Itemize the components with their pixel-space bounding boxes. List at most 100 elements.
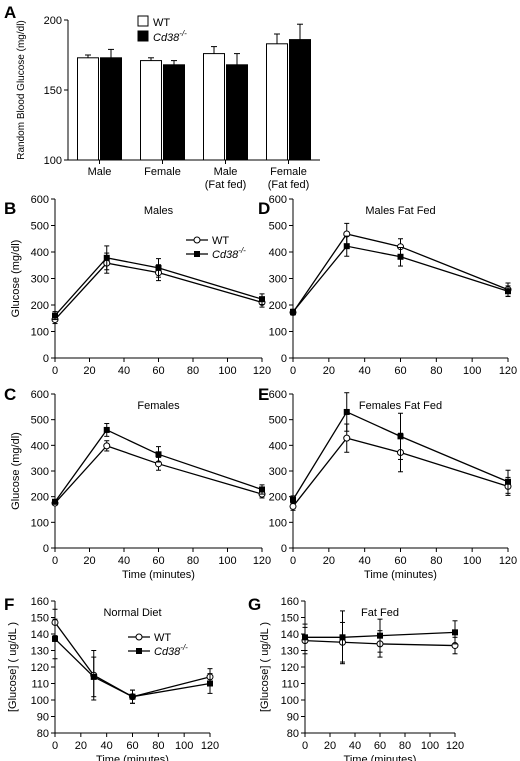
y-tick-label: 500 bbox=[31, 221, 49, 233]
legend-label: WT bbox=[154, 632, 171, 644]
x-axis-label: Time (minutes) bbox=[96, 754, 169, 761]
x-tick-label: 0 bbox=[302, 740, 308, 752]
y-tick-label: 120 bbox=[281, 662, 299, 674]
x-tick-label: 60 bbox=[394, 555, 406, 567]
panel-letter-e: E bbox=[258, 385, 269, 404]
y-tick-label: 0 bbox=[43, 353, 49, 365]
series-line bbox=[54, 622, 211, 698]
bar bbox=[163, 64, 185, 161]
y-tick-label: 100 bbox=[31, 517, 49, 529]
x-tick-label: 80 bbox=[399, 740, 411, 752]
x-tick-label: 20 bbox=[83, 365, 95, 377]
panel-letter-f: F bbox=[4, 595, 14, 614]
legend-label: Cd38-/- bbox=[154, 643, 188, 658]
y-tick-label: 110 bbox=[281, 679, 299, 691]
x-tick-label: 20 bbox=[75, 740, 87, 752]
marker-point bbox=[302, 634, 308, 641]
y-tick-label: 500 bbox=[269, 221, 287, 233]
marker-point bbox=[207, 680, 213, 687]
chart-title: Males Fat Fed bbox=[365, 205, 435, 217]
x-tick-label: 80 bbox=[152, 740, 164, 752]
y-tick-label: 600 bbox=[269, 194, 287, 206]
y-tick-label: 100 bbox=[269, 517, 287, 529]
y-tick-label: 400 bbox=[269, 247, 287, 259]
x-tick-label: 60 bbox=[152, 365, 164, 377]
y-tick-label: 100 bbox=[269, 327, 287, 339]
legend-swatch bbox=[137, 15, 149, 27]
x-tick-label: 80 bbox=[187, 555, 199, 567]
chart-title: Normal Diet bbox=[103, 607, 161, 619]
y-tick-label: 100 bbox=[31, 327, 49, 339]
marker-point bbox=[343, 434, 351, 442]
y-tick-label: 100 bbox=[44, 155, 62, 167]
marker-point bbox=[290, 308, 296, 315]
y-tick-label: 120 bbox=[31, 662, 49, 674]
x-tick-label: 120 bbox=[201, 740, 219, 752]
marker-point bbox=[397, 433, 404, 440]
bar bbox=[289, 39, 311, 161]
y-tick-label: 500 bbox=[31, 415, 49, 427]
legend-label: Cd38-/- bbox=[153, 29, 187, 44]
marker-point bbox=[339, 634, 346, 641]
y-tick-label: 600 bbox=[31, 389, 49, 401]
series-line bbox=[292, 233, 509, 313]
marker-point bbox=[155, 264, 162, 271]
category-label: (Fat fed) bbox=[268, 179, 310, 191]
x-axis-label: Time (minutes) bbox=[344, 754, 417, 761]
marker-point bbox=[343, 408, 350, 415]
marker-point bbox=[397, 253, 404, 260]
legend-label: WT bbox=[212, 235, 229, 247]
x-tick-label: 100 bbox=[421, 740, 439, 752]
x-tick-label: 0 bbox=[52, 555, 58, 567]
x-tick-label: 100 bbox=[218, 365, 236, 377]
x-tick-label: 60 bbox=[374, 740, 386, 752]
marker-point bbox=[259, 296, 265, 303]
bar bbox=[266, 43, 288, 161]
legend-swatch bbox=[137, 30, 149, 42]
y-axis-label: [Glucose] ( ug/dL ) bbox=[7, 622, 19, 712]
bar bbox=[203, 53, 225, 161]
marker-point bbox=[452, 629, 458, 636]
marker-point bbox=[505, 288, 511, 295]
y-axis-label: Glucose (mg/dl) bbox=[10, 240, 22, 318]
x-tick-label: 80 bbox=[187, 365, 199, 377]
bar bbox=[140, 60, 162, 161]
x-tick-label: 100 bbox=[218, 555, 236, 567]
marker-point bbox=[377, 632, 383, 639]
category-label: Male bbox=[88, 166, 112, 178]
series-line bbox=[54, 445, 263, 504]
panel-letter-b: B bbox=[4, 199, 16, 218]
y-tick-label: 90 bbox=[37, 712, 49, 724]
y-tick-label: 160 bbox=[31, 596, 49, 608]
y-tick-label: 200 bbox=[269, 492, 287, 504]
x-tick-label: 40 bbox=[359, 555, 371, 567]
x-tick-label: 40 bbox=[118, 365, 130, 377]
bar bbox=[100, 57, 122, 161]
y-tick-label: 140 bbox=[281, 629, 299, 641]
x-tick-label: 0 bbox=[52, 740, 58, 752]
marker-point bbox=[155, 451, 162, 458]
y-tick-label: 300 bbox=[31, 466, 49, 478]
y-tick-label: 300 bbox=[31, 274, 49, 286]
x-tick-label: 120 bbox=[253, 555, 271, 567]
bar bbox=[226, 64, 248, 161]
x-tick-label: 100 bbox=[175, 740, 193, 752]
legend-label: Cd38-/- bbox=[212, 246, 246, 261]
y-axis-label: Random Blood Glucose (mg/dl) bbox=[16, 20, 27, 160]
panel-letter-d: D bbox=[258, 199, 270, 218]
y-tick-label: 400 bbox=[31, 247, 49, 259]
x-tick-label: 0 bbox=[52, 365, 58, 377]
y-tick-label: 200 bbox=[44, 15, 62, 27]
y-tick-label: 100 bbox=[281, 695, 299, 707]
bar bbox=[77, 57, 99, 161]
y-tick-label: 140 bbox=[31, 629, 49, 641]
marker-point bbox=[289, 502, 297, 510]
marker-point bbox=[194, 251, 200, 257]
marker-point bbox=[290, 496, 296, 503]
y-tick-label: 160 bbox=[281, 596, 299, 608]
y-tick-label: 130 bbox=[281, 646, 299, 658]
marker-point bbox=[505, 478, 511, 485]
marker-point bbox=[259, 486, 265, 493]
y-tick-label: 150 bbox=[31, 613, 49, 625]
series-line bbox=[54, 257, 263, 317]
